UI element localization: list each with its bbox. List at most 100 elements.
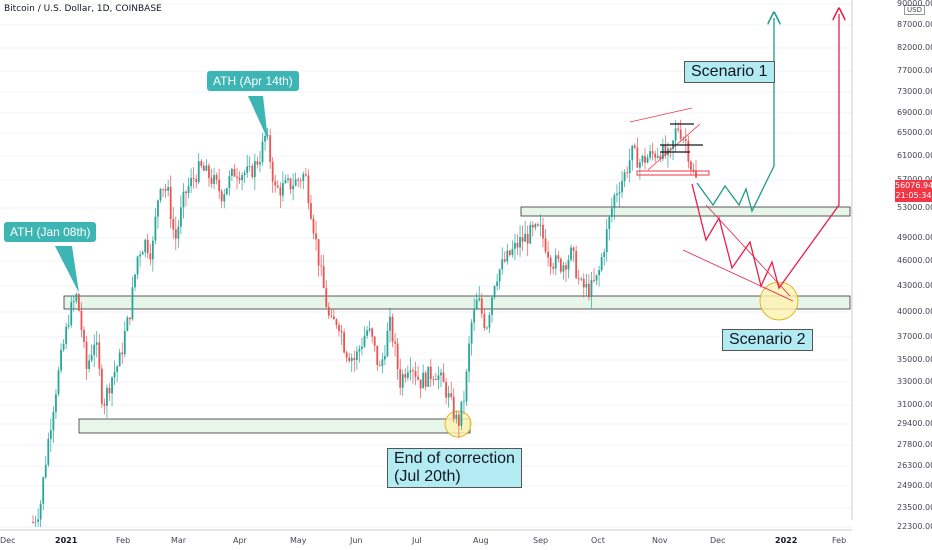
candle-body bbox=[600, 257, 603, 271]
candle-body bbox=[593, 280, 595, 281]
candle-body bbox=[381, 359, 384, 366]
candle bbox=[320, 254, 323, 277]
candle-body bbox=[251, 165, 254, 178]
candle-body bbox=[279, 187, 282, 196]
candle bbox=[644, 148, 646, 170]
candle bbox=[363, 326, 366, 349]
candle-body bbox=[610, 208, 613, 217]
candle bbox=[279, 182, 282, 209]
candle bbox=[37, 508, 39, 527]
label-scenario-1[interactable]: Scenario 1 bbox=[684, 61, 775, 83]
candle bbox=[524, 221, 527, 242]
candle-body bbox=[241, 174, 243, 181]
candle bbox=[248, 156, 251, 172]
candle-body bbox=[106, 387, 108, 406]
callout-ath-apr[interactable]: ATH (Apr 14th) bbox=[207, 71, 299, 91]
candle bbox=[338, 322, 340, 337]
candle bbox=[182, 183, 185, 219]
candle bbox=[93, 334, 96, 368]
time-tick-label: Dec bbox=[710, 536, 726, 545]
candle-body bbox=[70, 302, 73, 326]
candle-body bbox=[409, 370, 412, 373]
candle-body bbox=[287, 178, 289, 181]
candle bbox=[417, 365, 419, 381]
candle-body bbox=[618, 192, 621, 194]
candle-body bbox=[338, 325, 340, 331]
candle-body bbox=[243, 172, 246, 175]
candle-body bbox=[282, 182, 284, 196]
candle bbox=[200, 159, 203, 169]
candle-body bbox=[524, 233, 527, 242]
candle bbox=[389, 307, 391, 343]
candle-body bbox=[435, 379, 437, 381]
candle bbox=[695, 159, 697, 179]
candle-body bbox=[65, 326, 68, 344]
candle-body bbox=[679, 129, 682, 139]
candle bbox=[95, 330, 98, 358]
candle-body bbox=[195, 179, 198, 183]
candle bbox=[631, 145, 634, 171]
candle-body bbox=[164, 188, 167, 191]
candle bbox=[80, 302, 83, 338]
time-tick-label: Mar bbox=[171, 536, 187, 545]
candle bbox=[139, 250, 141, 267]
candle bbox=[501, 247, 504, 275]
candle-body bbox=[256, 161, 259, 165]
candle bbox=[233, 164, 236, 178]
candle-body bbox=[320, 265, 323, 267]
candle bbox=[667, 142, 669, 168]
candle bbox=[39, 500, 42, 527]
candle bbox=[542, 217, 544, 248]
candle bbox=[304, 168, 307, 177]
candle-body bbox=[95, 342, 98, 345]
candle-body bbox=[628, 160, 631, 174]
candle-body bbox=[108, 387, 111, 394]
candle-body bbox=[442, 372, 445, 383]
candle-body bbox=[343, 332, 345, 353]
candle-body bbox=[146, 239, 149, 254]
candle-body bbox=[312, 218, 315, 234]
callout-ath-jan[interactable]: ATH (Jan 08th) bbox=[4, 222, 97, 242]
candle bbox=[610, 197, 613, 223]
candle-body bbox=[677, 128, 680, 130]
price-tick-label: 26300.00 bbox=[897, 461, 932, 470]
candle-body bbox=[220, 191, 223, 202]
candle bbox=[180, 195, 182, 235]
candle-body bbox=[123, 330, 126, 355]
candle-body bbox=[503, 259, 506, 262]
currency-label[interactable]: USD bbox=[904, 5, 925, 15]
candle-body bbox=[93, 344, 96, 356]
candle-body bbox=[371, 328, 374, 337]
candle bbox=[559, 257, 562, 274]
candle bbox=[162, 188, 164, 198]
price-tick-label: 57000.00 bbox=[897, 175, 932, 184]
candle bbox=[243, 170, 246, 184]
price-tick-label: 22300.00 bbox=[897, 522, 932, 531]
label-scenario-2[interactable]: Scenario 2 bbox=[722, 329, 813, 351]
candle-body bbox=[52, 411, 55, 431]
candle-body bbox=[623, 172, 626, 182]
candle bbox=[333, 308, 335, 320]
candle bbox=[274, 174, 277, 193]
candle-body bbox=[621, 181, 623, 193]
candle bbox=[588, 274, 590, 301]
candle bbox=[412, 367, 414, 384]
candle-body bbox=[292, 185, 294, 190]
candle-body bbox=[447, 393, 450, 398]
price-tick-label: 61000.00 bbox=[897, 151, 932, 160]
candle bbox=[460, 401, 463, 431]
candle-body bbox=[669, 148, 672, 150]
candle bbox=[437, 366, 440, 390]
candle-body bbox=[396, 343, 399, 370]
candle-body bbox=[401, 374, 404, 388]
candle-body bbox=[348, 357, 351, 362]
candle bbox=[521, 225, 524, 252]
label-end-correction[interactable]: End of correction (Jul 20th) bbox=[387, 448, 522, 488]
candle-body bbox=[358, 348, 361, 352]
candle bbox=[506, 243, 509, 265]
candle-body bbox=[575, 250, 578, 278]
candle bbox=[432, 375, 435, 386]
candle-body bbox=[131, 287, 134, 320]
candle bbox=[167, 179, 170, 197]
